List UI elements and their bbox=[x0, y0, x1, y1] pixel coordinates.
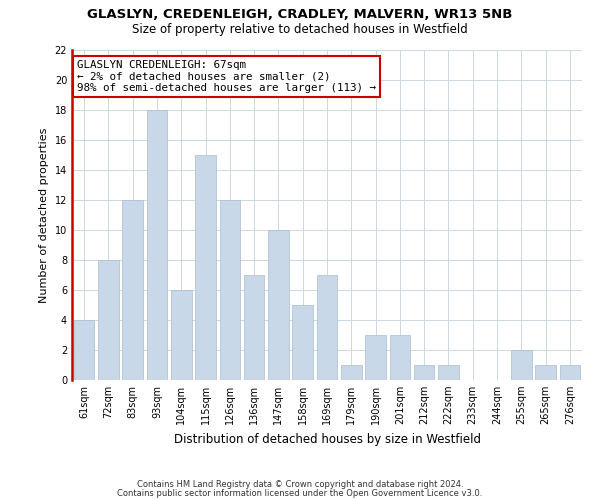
Y-axis label: Number of detached properties: Number of detached properties bbox=[39, 128, 49, 302]
Bar bbox=[511, 350, 532, 380]
Bar bbox=[195, 155, 216, 380]
Bar bbox=[220, 200, 240, 380]
Bar bbox=[438, 365, 459, 380]
Bar bbox=[171, 290, 191, 380]
Bar bbox=[414, 365, 434, 380]
Bar bbox=[341, 365, 362, 380]
Bar bbox=[244, 275, 265, 380]
Bar bbox=[146, 110, 167, 380]
Bar bbox=[122, 200, 143, 380]
X-axis label: Distribution of detached houses by size in Westfield: Distribution of detached houses by size … bbox=[173, 432, 481, 446]
Bar bbox=[389, 335, 410, 380]
Text: GLASLYN, CREDENLEIGH, CRADLEY, MALVERN, WR13 5NB: GLASLYN, CREDENLEIGH, CRADLEY, MALVERN, … bbox=[88, 8, 512, 20]
Bar bbox=[365, 335, 386, 380]
Text: Size of property relative to detached houses in Westfield: Size of property relative to detached ho… bbox=[132, 22, 468, 36]
Bar bbox=[268, 230, 289, 380]
Text: Contains public sector information licensed under the Open Government Licence v3: Contains public sector information licen… bbox=[118, 488, 482, 498]
Bar bbox=[535, 365, 556, 380]
Bar bbox=[317, 275, 337, 380]
Bar bbox=[560, 365, 580, 380]
Text: Contains HM Land Registry data © Crown copyright and database right 2024.: Contains HM Land Registry data © Crown c… bbox=[137, 480, 463, 489]
Text: GLASLYN CREDENLEIGH: 67sqm
← 2% of detached houses are smaller (2)
98% of semi-d: GLASLYN CREDENLEIGH: 67sqm ← 2% of detac… bbox=[77, 60, 376, 93]
Bar bbox=[292, 305, 313, 380]
Bar bbox=[98, 260, 119, 380]
Bar bbox=[74, 320, 94, 380]
